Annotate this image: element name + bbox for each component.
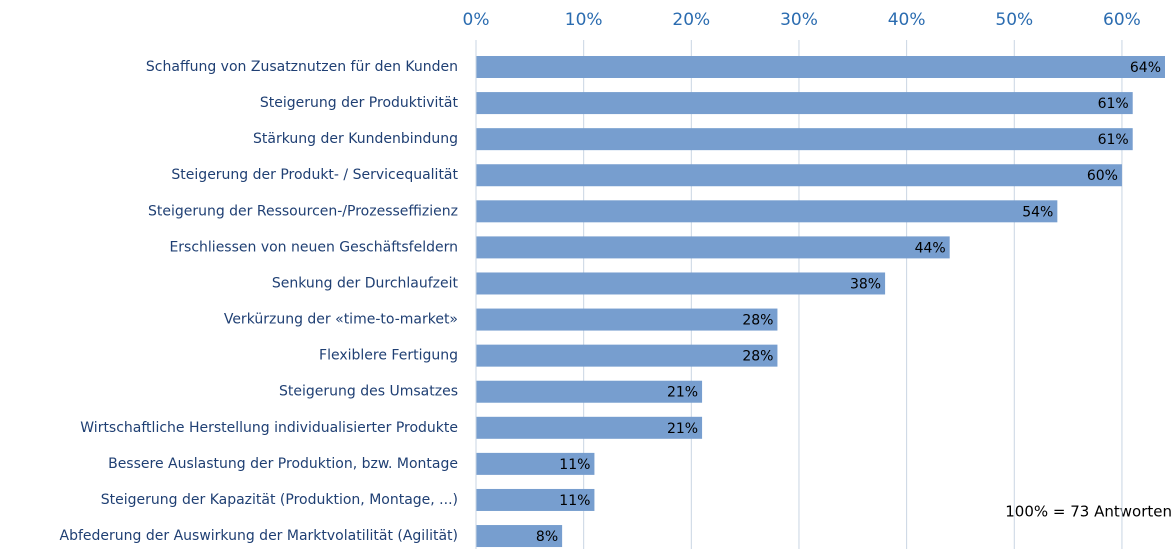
bar bbox=[476, 308, 778, 331]
x-tick-label: 10% bbox=[565, 10, 603, 30]
y-tick-label: Abfederung der Auswirkung der Marktvolat… bbox=[60, 528, 458, 544]
value-label: 44% bbox=[915, 240, 946, 256]
bar bbox=[476, 128, 1133, 151]
bar bbox=[476, 56, 1165, 78]
x-tick-label: 30% bbox=[780, 10, 818, 30]
value-label: 61% bbox=[1098, 96, 1129, 112]
y-tick-label: Steigerung der Produktivität bbox=[260, 95, 459, 111]
y-tick-label: Steigerung der Kapazität (Produktion, Mo… bbox=[101, 492, 458, 508]
bar bbox=[476, 452, 595, 475]
x-tick-label: 0% bbox=[463, 10, 490, 30]
y-tick-label: Steigerung der Ressourcen-/Prozesseffizi… bbox=[148, 203, 458, 219]
y-tick-label: Stärkung der Kundenbindung bbox=[253, 131, 458, 147]
value-label: 21% bbox=[667, 385, 698, 401]
value-label: 11% bbox=[559, 493, 590, 509]
bar bbox=[476, 416, 703, 439]
annotation: 100% = 73 Antworten bbox=[1005, 503, 1172, 521]
value-label: 28% bbox=[742, 313, 773, 329]
x-tick-label: 40% bbox=[888, 10, 926, 30]
bar bbox=[476, 92, 1133, 115]
bar bbox=[476, 236, 950, 259]
bar bbox=[476, 164, 1122, 187]
y-tick-label: Steigerung des Umsatzes bbox=[279, 384, 458, 400]
bar bbox=[476, 525, 563, 548]
y-tick-label: Verkürzung der «time-to-market» bbox=[224, 312, 458, 328]
y-tick-label: Bessere Auslastung der Produktion, bzw. … bbox=[108, 456, 458, 472]
value-label: 28% bbox=[742, 349, 773, 365]
x-tick-label: 60% bbox=[1103, 10, 1141, 30]
bar bbox=[476, 272, 886, 295]
bar bbox=[476, 380, 703, 403]
value-label: 61% bbox=[1098, 132, 1129, 148]
x-tick-label: 50% bbox=[995, 10, 1033, 30]
value-label: 21% bbox=[667, 421, 698, 437]
y-tick-label: Senkung der Durchlaufzeit bbox=[272, 275, 459, 291]
y-tick-label: Flexiblere Fertigung bbox=[319, 348, 458, 364]
y-tick-label: Erschliessen von neuen Geschäftsfeldern bbox=[169, 239, 458, 255]
y-tick-label: Schaffung von Zusatznutzen für den Kunde… bbox=[146, 59, 458, 75]
value-label: 38% bbox=[850, 276, 881, 292]
bar bbox=[476, 200, 1058, 223]
y-tick-label: Steigerung der Produkt- / Servicequalitä… bbox=[171, 167, 458, 183]
value-label: 64% bbox=[1130, 60, 1161, 76]
bar bbox=[476, 488, 595, 511]
x-tick-label: 20% bbox=[672, 10, 710, 30]
bar bbox=[476, 344, 778, 367]
value-label: 11% bbox=[559, 457, 590, 473]
value-label: 54% bbox=[1022, 204, 1053, 220]
y-tick-label: Wirtschaftliche Herstellung individualis… bbox=[80, 420, 458, 436]
value-label: 60% bbox=[1087, 168, 1118, 184]
value-label: 8% bbox=[536, 529, 558, 545]
